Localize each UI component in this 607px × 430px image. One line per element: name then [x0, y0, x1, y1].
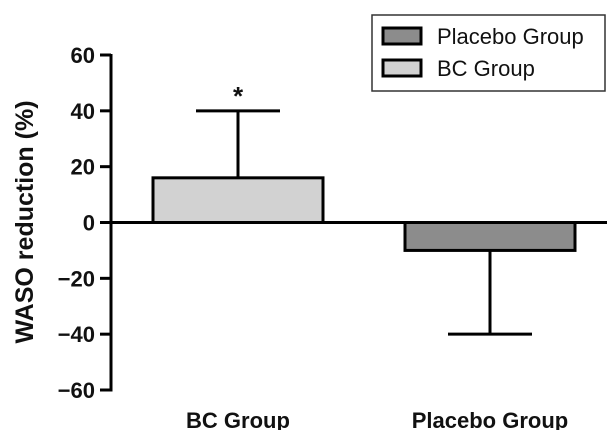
y-tick-label: 0 — [83, 211, 95, 236]
legend-swatch — [381, 26, 423, 46]
y-tick-label: −40 — [58, 322, 95, 347]
x-tick-label: BC Group — [186, 408, 290, 430]
y-tick-label: 20 — [71, 155, 95, 180]
y-tick-label: −20 — [58, 266, 95, 291]
x-tick-label: Placebo Group — [412, 408, 568, 430]
significance-marker: * — [233, 81, 244, 111]
y-axis-title: WASO reduction (%) — [11, 100, 39, 343]
y-tick-label: 40 — [71, 99, 95, 124]
x-axis-labels: BC Group Placebo Group — [186, 408, 568, 430]
y-tick-label: −60 — [58, 378, 95, 403]
bar — [403, 221, 577, 252]
legend: Placebo Group BC Group — [371, 14, 606, 92]
legend-swatch — [381, 58, 423, 78]
legend-label: BC Group — [437, 56, 535, 81]
plot-area: * — [151, 81, 577, 336]
legend-label: Placebo Group — [437, 24, 584, 49]
y-tick-label: 60 — [71, 43, 95, 68]
bar — [151, 176, 325, 224]
y-axis: 60 40 20 0 −20 −40 −60 — [58, 43, 113, 403]
